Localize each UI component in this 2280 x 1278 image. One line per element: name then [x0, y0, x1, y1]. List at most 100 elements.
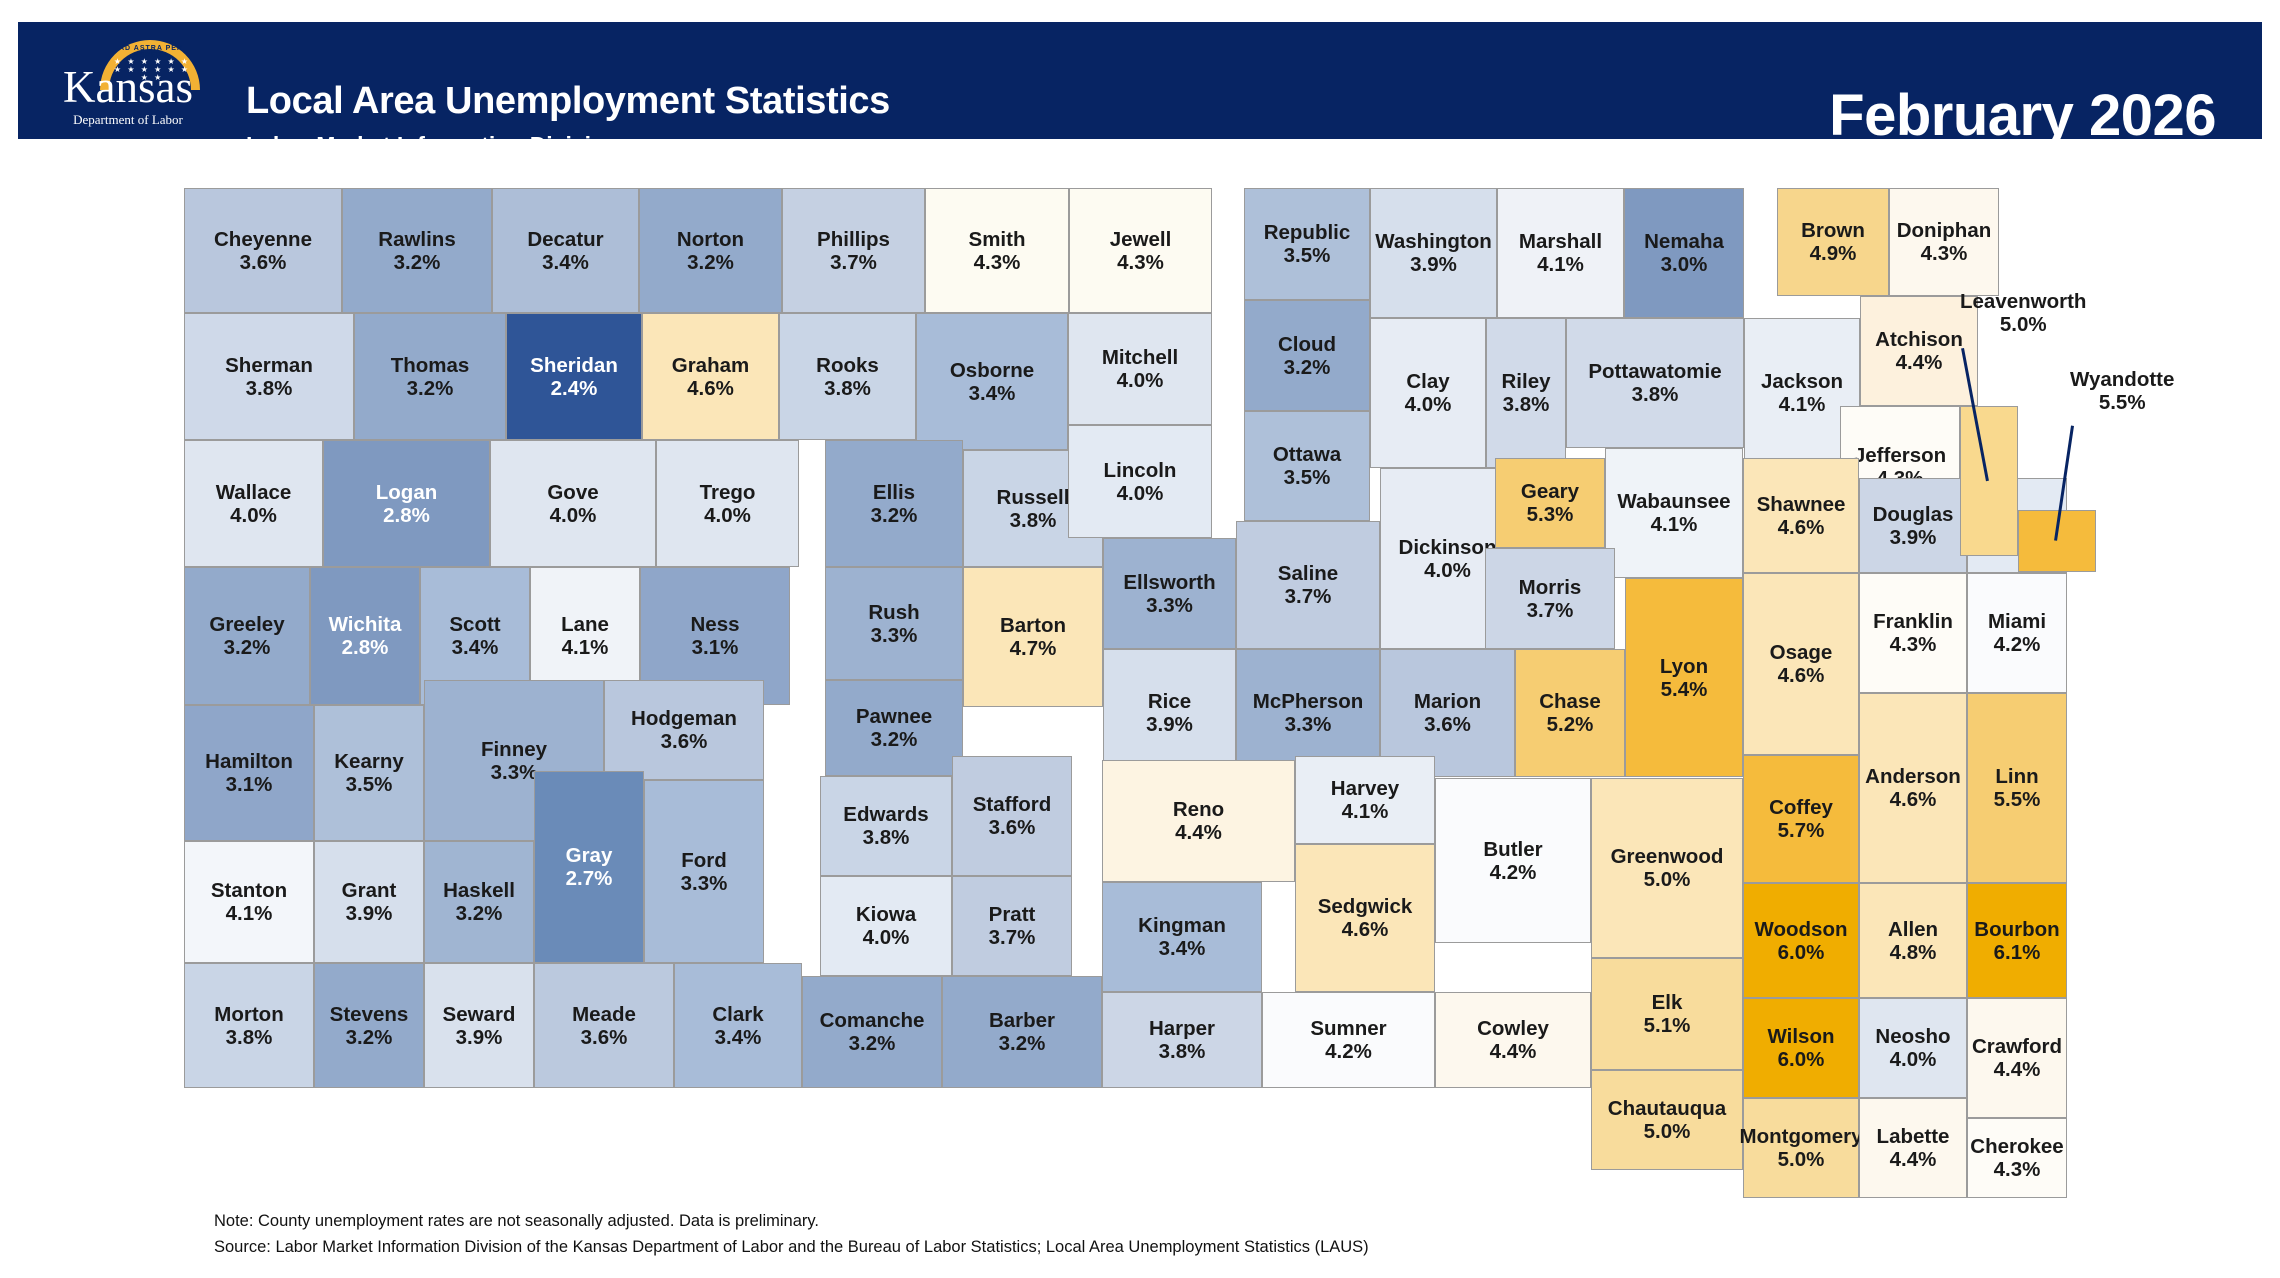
county-sedgwick[interactable]: Sedgwick 4.6%	[1295, 844, 1435, 992]
county-comanche[interactable]: Comanche 3.2%	[802, 976, 942, 1088]
county-cowley[interactable]: Cowley 4.4%	[1435, 992, 1591, 1088]
county-osage[interactable]: Osage 4.6%	[1743, 573, 1859, 755]
county-barber[interactable]: Barber 3.2%	[942, 976, 1102, 1088]
county-republic[interactable]: Republic 3.5%	[1244, 188, 1370, 300]
county-geary[interactable]: Geary 5.3%	[1495, 458, 1605, 548]
county-hodgeman[interactable]: Hodgeman 3.6%	[604, 680, 764, 780]
county-trego[interactable]: Trego 4.0%	[656, 440, 799, 567]
county-norton[interactable]: Norton 3.2%	[639, 188, 782, 313]
county-allen[interactable]: Allen 4.8%	[1859, 883, 1967, 998]
county-chautauqua[interactable]: Chautauqua 5.0%	[1591, 1070, 1743, 1170]
county-pottawatomie[interactable]: Pottawatomie 3.8%	[1566, 318, 1744, 448]
county-rush[interactable]: Rush 3.3%	[825, 567, 963, 680]
county-name: Marion	[1413, 690, 1482, 713]
county-saline[interactable]: Saline 3.7%	[1236, 521, 1380, 649]
county-chase[interactable]: Chase 5.2%	[1515, 649, 1625, 777]
county-lincoln[interactable]: Lincoln 4.0%	[1068, 425, 1212, 538]
county-wabaunsee[interactable]: Wabaunsee 4.1%	[1605, 448, 1743, 578]
county-anderson[interactable]: Anderson 4.6%	[1859, 693, 1967, 883]
county-sherman[interactable]: Sherman 3.8%	[184, 313, 354, 440]
county-rooks[interactable]: Rooks 3.8%	[779, 313, 916, 440]
county-cheyenne[interactable]: Cheyenne 3.6%	[184, 188, 342, 313]
county-franklin[interactable]: Franklin 4.3%	[1859, 573, 1967, 693]
county-barton[interactable]: Barton 4.7%	[963, 567, 1103, 707]
county-pawnee[interactable]: Pawnee 3.2%	[825, 680, 963, 776]
county-pratt[interactable]: Pratt 3.7%	[952, 876, 1072, 976]
county-labette[interactable]: Labette 4.4%	[1859, 1098, 1967, 1198]
county-osborne[interactable]: Osborne 3.4%	[916, 313, 1068, 450]
county-morton[interactable]: Morton 3.8%	[184, 963, 314, 1088]
county-wallace[interactable]: Wallace 4.0%	[184, 440, 323, 567]
county-sumner[interactable]: Sumner 4.2%	[1262, 992, 1435, 1088]
county-clark[interactable]: Clark 3.4%	[674, 963, 802, 1088]
county-name: Crawford	[1972, 1035, 2062, 1058]
county-harvey[interactable]: Harvey 4.1%	[1295, 756, 1435, 844]
county-rate: 4.3%	[1889, 633, 1937, 656]
county-douglas[interactable]: Douglas 3.9%	[1859, 478, 1967, 573]
county-ford[interactable]: Ford 3.3%	[644, 780, 764, 963]
county-morris[interactable]: Morris 3.7%	[1485, 548, 1615, 649]
county-logan[interactable]: Logan 2.8%	[323, 440, 490, 567]
county-butler[interactable]: Butler 4.2%	[1435, 778, 1591, 943]
county-phillips[interactable]: Phillips 3.7%	[782, 188, 925, 313]
county-grant[interactable]: Grant 3.9%	[314, 841, 424, 963]
county-neosho[interactable]: Neosho 4.0%	[1859, 998, 1967, 1098]
county-hamilton[interactable]: Hamilton 3.1%	[184, 705, 314, 841]
county-nemaha[interactable]: Nemaha 3.0%	[1624, 188, 1744, 318]
county-greenwood[interactable]: Greenwood 5.0%	[1591, 778, 1743, 958]
county-linn[interactable]: Linn 5.5%	[1967, 693, 2067, 883]
county-elk[interactable]: Elk 5.1%	[1591, 958, 1743, 1070]
county-kiowa[interactable]: Kiowa 4.0%	[820, 876, 952, 976]
county-seward[interactable]: Seward 3.9%	[424, 963, 534, 1088]
county-sheridan[interactable]: Sheridan 2.4%	[506, 313, 642, 440]
county-ottawa[interactable]: Ottawa 3.5%	[1244, 411, 1370, 521]
county-wichita[interactable]: Wichita 2.8%	[310, 567, 420, 705]
county-shawnee[interactable]: Shawnee 4.6%	[1743, 458, 1859, 573]
county-leavenworth-shape[interactable]	[1960, 406, 2018, 556]
county-crawford[interactable]: Crawford 4.4%	[1967, 998, 2067, 1118]
county-bourbon[interactable]: Bourbon 6.1%	[1967, 883, 2067, 998]
county-gray[interactable]: Gray 2.7%	[534, 771, 644, 963]
county-graham[interactable]: Graham 4.6%	[642, 313, 779, 440]
county-mcpherson[interactable]: McPherson 3.3%	[1236, 649, 1380, 777]
county-smith[interactable]: Smith 4.3%	[925, 188, 1069, 313]
county-woodson[interactable]: Woodson 6.0%	[1743, 883, 1859, 998]
county-decatur[interactable]: Decatur 3.4%	[492, 188, 639, 313]
county-washington[interactable]: Washington 3.9%	[1370, 188, 1497, 318]
county-rawlins[interactable]: Rawlins 3.2%	[342, 188, 492, 313]
county-name: Atchison	[1875, 328, 1963, 351]
county-lyon[interactable]: Lyon 5.4%	[1625, 578, 1743, 777]
county-reno[interactable]: Reno 4.4%	[1102, 760, 1295, 882]
county-stanton[interactable]: Stanton 4.1%	[184, 841, 314, 963]
county-clay[interactable]: Clay 4.0%	[1370, 318, 1486, 468]
county-wilson[interactable]: Wilson 6.0%	[1743, 998, 1859, 1098]
county-kingman[interactable]: Kingman 3.4%	[1102, 882, 1262, 992]
county-ellis[interactable]: Ellis 3.2%	[825, 440, 963, 567]
county-cloud[interactable]: Cloud 3.2%	[1244, 300, 1370, 411]
county-rice[interactable]: Rice 3.9%	[1103, 649, 1236, 777]
county-kearny[interactable]: Kearny 3.5%	[314, 705, 424, 841]
county-ellsworth[interactable]: Ellsworth 3.3%	[1103, 538, 1236, 649]
county-haskell[interactable]: Haskell 3.2%	[424, 841, 534, 963]
county-riley[interactable]: Riley 3.8%	[1486, 318, 1566, 468]
county-atchison[interactable]: Atchison 4.4%	[1860, 296, 1978, 406]
county-stafford[interactable]: Stafford 3.6%	[952, 756, 1072, 876]
county-harper[interactable]: Harper 3.8%	[1102, 992, 1262, 1088]
county-doniphan[interactable]: Doniphan 4.3%	[1889, 188, 1999, 296]
county-marshall[interactable]: Marshall 4.1%	[1497, 188, 1624, 318]
county-jewell[interactable]: Jewell 4.3%	[1069, 188, 1212, 313]
county-cherokee[interactable]: Cherokee 4.3%	[1967, 1118, 2067, 1198]
county-mitchell[interactable]: Mitchell 4.0%	[1068, 313, 1212, 425]
county-coffey[interactable]: Coffey 5.7%	[1743, 755, 1859, 883]
county-brown[interactable]: Brown 4.9%	[1777, 188, 1889, 296]
county-thomas[interactable]: Thomas 3.2%	[354, 313, 506, 440]
county-gove[interactable]: Gove 4.0%	[490, 440, 656, 567]
county-greeley[interactable]: Greeley 3.2%	[184, 567, 310, 705]
county-edwards[interactable]: Edwards 3.8%	[820, 776, 952, 876]
county-miami[interactable]: Miami 4.2%	[1967, 573, 2067, 693]
county-name: Russell	[996, 485, 1070, 509]
county-montgomery[interactable]: Montgomery 5.0%	[1740, 1098, 1863, 1198]
county-marion[interactable]: Marion 3.6%	[1380, 649, 1515, 777]
county-stevens[interactable]: Stevens 3.2%	[314, 963, 424, 1088]
county-meade[interactable]: Meade 3.6%	[534, 963, 674, 1088]
